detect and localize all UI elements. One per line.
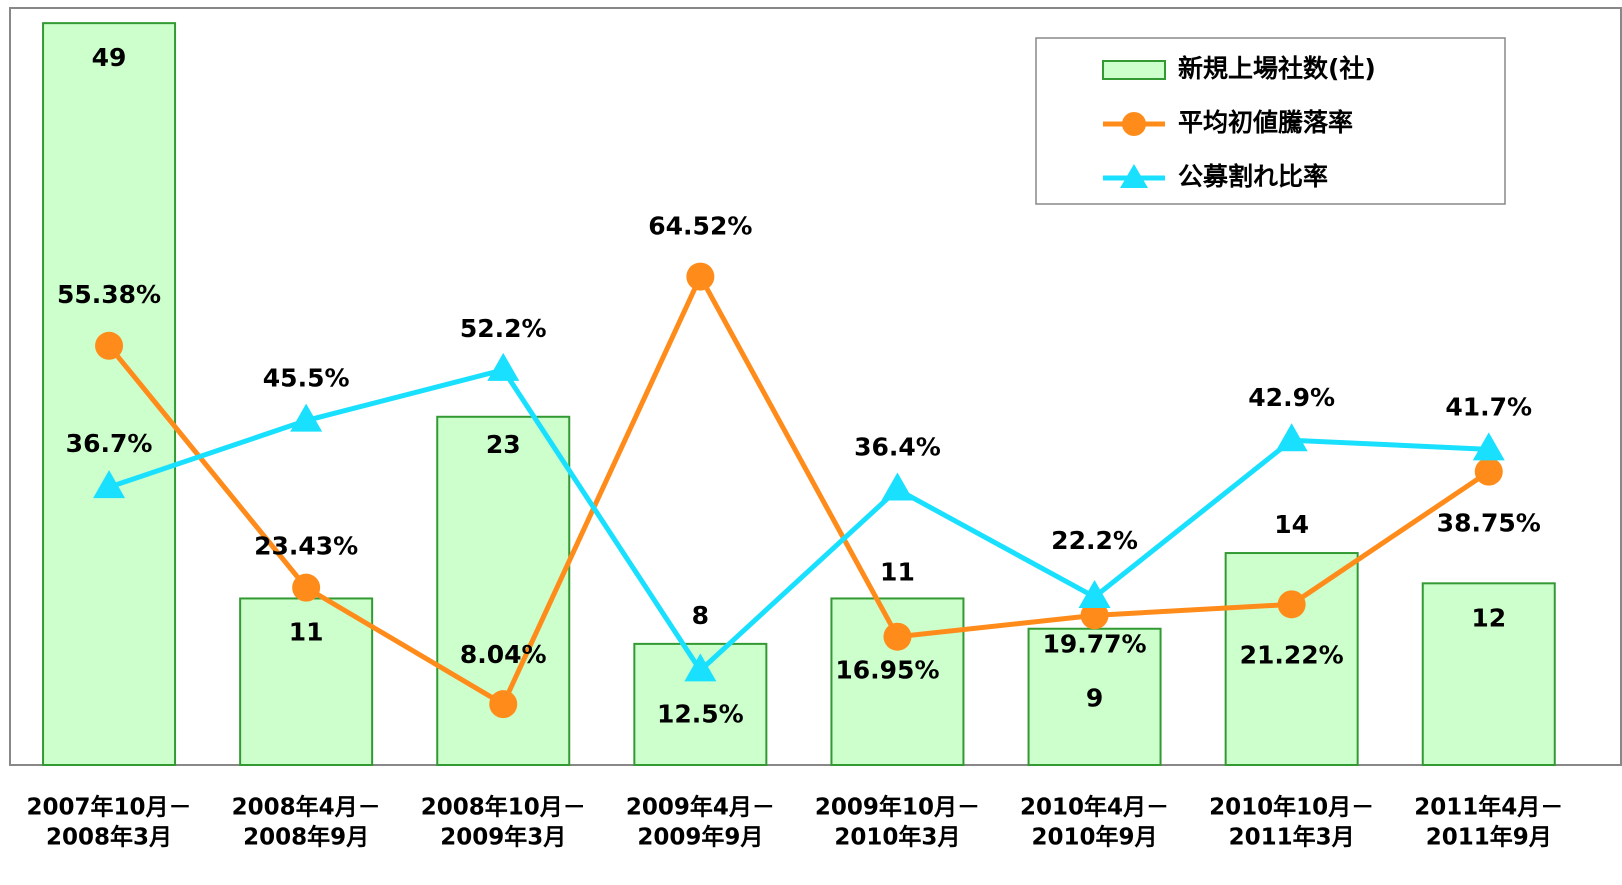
data-label: 11	[289, 617, 324, 646]
data-label: 64.52%	[648, 212, 752, 241]
data-label: 38.75%	[1437, 509, 1541, 538]
line-marker	[686, 262, 715, 291]
data-label: 14	[1274, 510, 1309, 539]
data-label: 42.9%	[1248, 383, 1335, 412]
data-label: 49	[92, 43, 127, 72]
line	[107, 271, 1491, 708]
x-tick-label: 2010年10月－	[1209, 794, 1374, 821]
x-tick-label: 2008年10月－	[421, 794, 586, 821]
line-marker	[1277, 590, 1306, 619]
x-tick-label: 2010年9月	[1032, 824, 1158, 851]
x-tick-label: 2010年3月	[834, 824, 960, 851]
legend-marker	[1122, 112, 1146, 136]
data-label: 23	[486, 430, 521, 459]
x-tick-label: 2011年9月	[1426, 824, 1552, 851]
legend-label: 平均初値騰落率	[1178, 108, 1353, 137]
x-tick-label: 2009年9月	[637, 824, 763, 851]
data-label: 55.38%	[57, 280, 161, 309]
x-tick-label: 2009年10月－	[815, 794, 980, 821]
legend-label: 公募割れ比率	[1178, 162, 1328, 191]
line-marker	[93, 470, 126, 499]
data-label: 19.77%	[1042, 629, 1146, 658]
bar	[1027, 627, 1162, 766]
x-tick-label: 2008年9月	[243, 824, 369, 851]
x-tick-label: 2007年10月－	[27, 794, 192, 821]
line-marker	[292, 573, 321, 602]
line-marker	[290, 403, 323, 432]
data-label: 41.7%	[1445, 392, 1532, 421]
x-tick-label: 2008年3月	[46, 824, 172, 851]
data-label: 9	[1086, 684, 1103, 713]
line-marker	[881, 472, 914, 501]
data-label: 36.7%	[66, 429, 153, 458]
data-label: 23.43%	[254, 532, 358, 561]
line-marker	[487, 352, 520, 381]
line-marker	[95, 331, 124, 360]
data-label: 16.95%	[835, 656, 939, 685]
x-tick-label: 2008年4月－	[232, 794, 381, 821]
line-marker	[1275, 423, 1308, 452]
x-tick-label: 2011年3月	[1229, 824, 1355, 851]
data-label: 11	[880, 557, 915, 586]
line-marker	[1472, 432, 1505, 461]
x-tick-label: 2011年4月－	[1414, 794, 1563, 821]
line-marker	[883, 622, 912, 651]
data-label: 12.5%	[657, 699, 744, 728]
line-marker	[1078, 579, 1111, 608]
bar	[239, 597, 374, 767]
legend-swatch	[1102, 60, 1166, 80]
bar	[436, 415, 571, 766]
bar	[42, 22, 177, 766]
line	[108, 366, 1489, 675]
data-label: 22.2%	[1051, 526, 1138, 555]
x-tick-label: 2009年4月－	[626, 794, 775, 821]
line-marker	[684, 653, 717, 682]
legend-label: 新規上場社数(社)	[1178, 54, 1376, 83]
line-marker	[1474, 457, 1503, 486]
bar	[1224, 552, 1359, 766]
legend-marker	[1120, 164, 1148, 188]
line-marker	[1080, 601, 1109, 630]
data-label: 52.2%	[460, 314, 547, 343]
data-label: 36.4%	[854, 432, 941, 461]
data-label: 12	[1471, 603, 1506, 632]
data-label: 45.5%	[263, 364, 350, 393]
data-label: 8.04%	[460, 640, 547, 669]
data-label: 8	[692, 601, 709, 630]
x-tick-label: 2009年3月	[440, 824, 566, 851]
bar	[1421, 582, 1556, 766]
line-marker	[489, 690, 518, 719]
data-label: 21.22%	[1240, 640, 1344, 669]
x-tick-label: 2010年4月－	[1020, 794, 1169, 821]
